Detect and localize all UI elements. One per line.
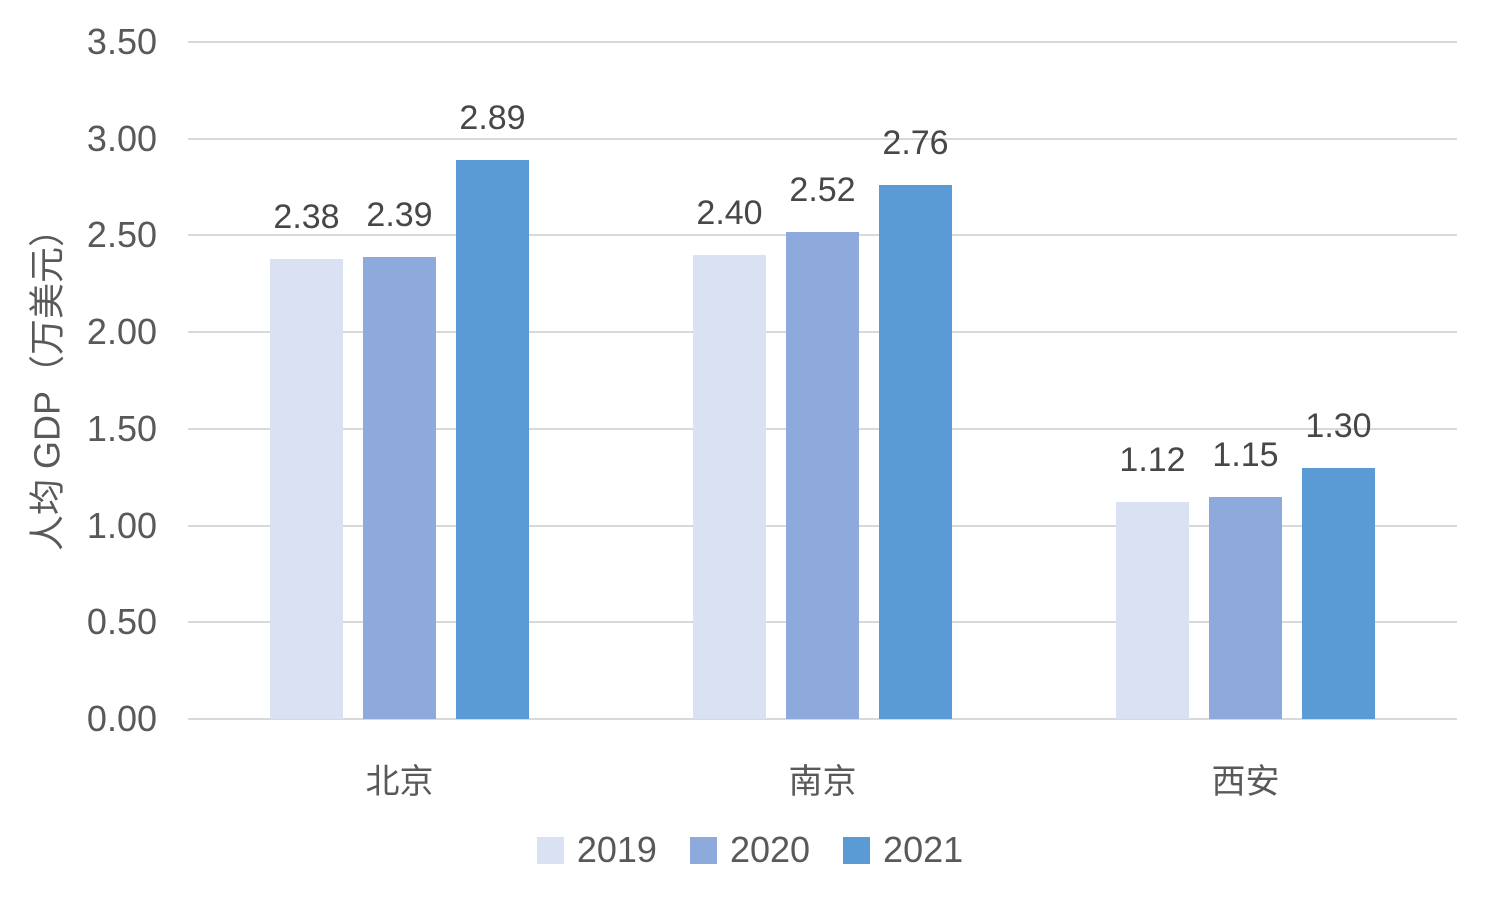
bar [786,231,859,719]
bar [1209,496,1282,719]
y-tick-label: 0.50 [86,601,157,643]
bar-value-label: 2.52 [789,170,856,209]
category-label: 西安 [1211,763,1280,801]
y-tick-label: 1.00 [86,504,157,546]
bar-value-label: 2.89 [459,99,526,137]
y-tick-label: 2.50 [86,214,157,256]
bar-value-label: 2.39 [366,195,433,234]
legend: 2019 2020 2021 [0,832,1500,868]
gridline [188,137,1457,140]
bar [693,254,766,719]
y-tick-label: 3.00 [86,117,157,159]
y-tick-label: 0.00 [86,698,157,739]
bar-value-label: 2.76 [882,124,949,163]
bar [1116,502,1189,719]
plot-area: 2.38 2.39 2.89 2.40 2.52 2.76 1.12 1.15 1.30 [188,41,1457,720]
legend-item: 2020 [689,829,811,870]
legend-item: 2021 [843,832,963,868]
category-label: 南京 [788,763,857,801]
y-tick-label: 2.00 [86,311,157,353]
legend-item: 2019 [536,829,657,870]
legend-swatch [536,836,564,864]
gridline [188,718,1457,720]
legend-swatch [843,836,871,864]
y-tick-label: 1.50 [86,407,157,449]
y-tick-label: 3.50 [86,21,157,62]
bar-value-label: 1.12 [1119,441,1186,480]
bar [879,185,952,719]
bar-value-label: 1.30 [1305,406,1372,445]
bar-value-label: 2.38 [273,197,340,236]
bar [270,258,343,719]
legend-label: 2019 [576,829,657,870]
bar [1302,467,1375,719]
bar [456,160,529,719]
legend-label: 2020 [729,829,811,870]
category-label: 北京 [365,763,434,801]
bar-value-label: 1.15 [1212,435,1279,474]
bar [363,256,436,719]
bar-value-label: 2.40 [696,193,763,232]
legend-swatch [689,836,717,864]
legend-label: 2021 [883,829,964,870]
gridline [188,41,1457,43]
